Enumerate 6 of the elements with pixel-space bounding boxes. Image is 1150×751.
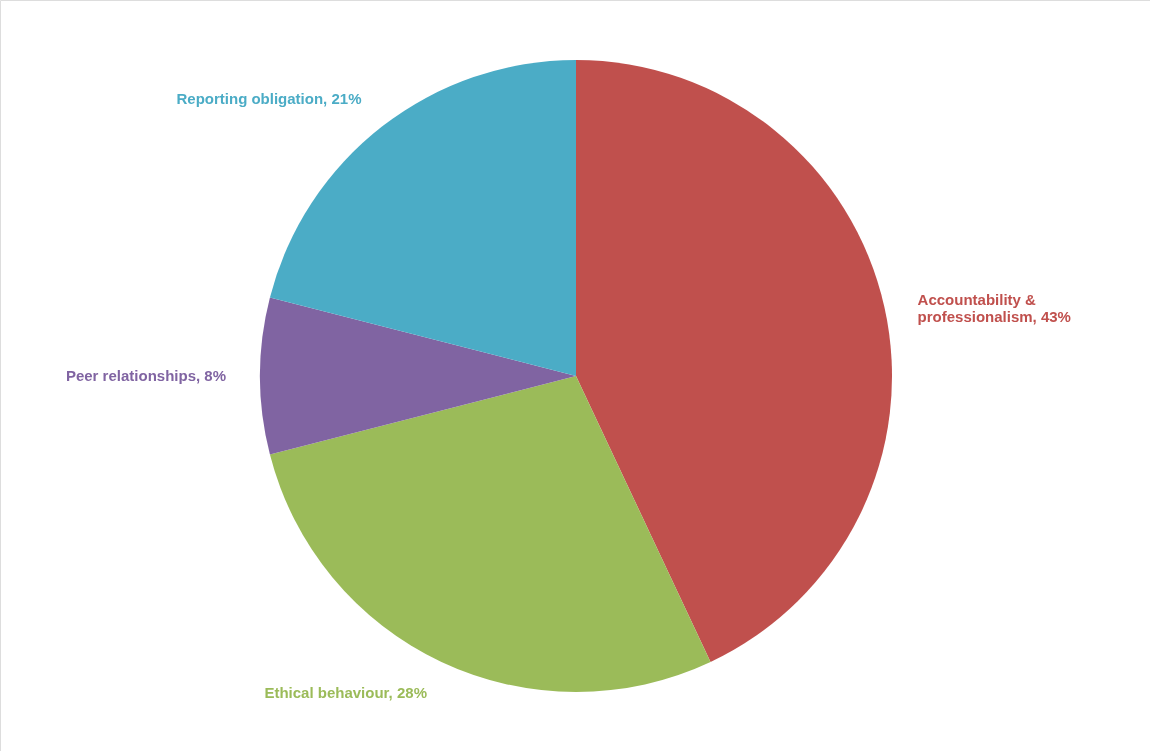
slice-label: Accountability & professionalism, 43%: [917, 290, 1071, 325]
slice-label: Peer relationships, 8%: [65, 367, 226, 384]
pie-slice: [576, 60, 892, 662]
slice-label: Reporting obligation, 21%: [176, 90, 362, 108]
pie-slice: [260, 297, 576, 455]
slice-label: Ethical behaviour, 28%: [264, 683, 427, 701]
